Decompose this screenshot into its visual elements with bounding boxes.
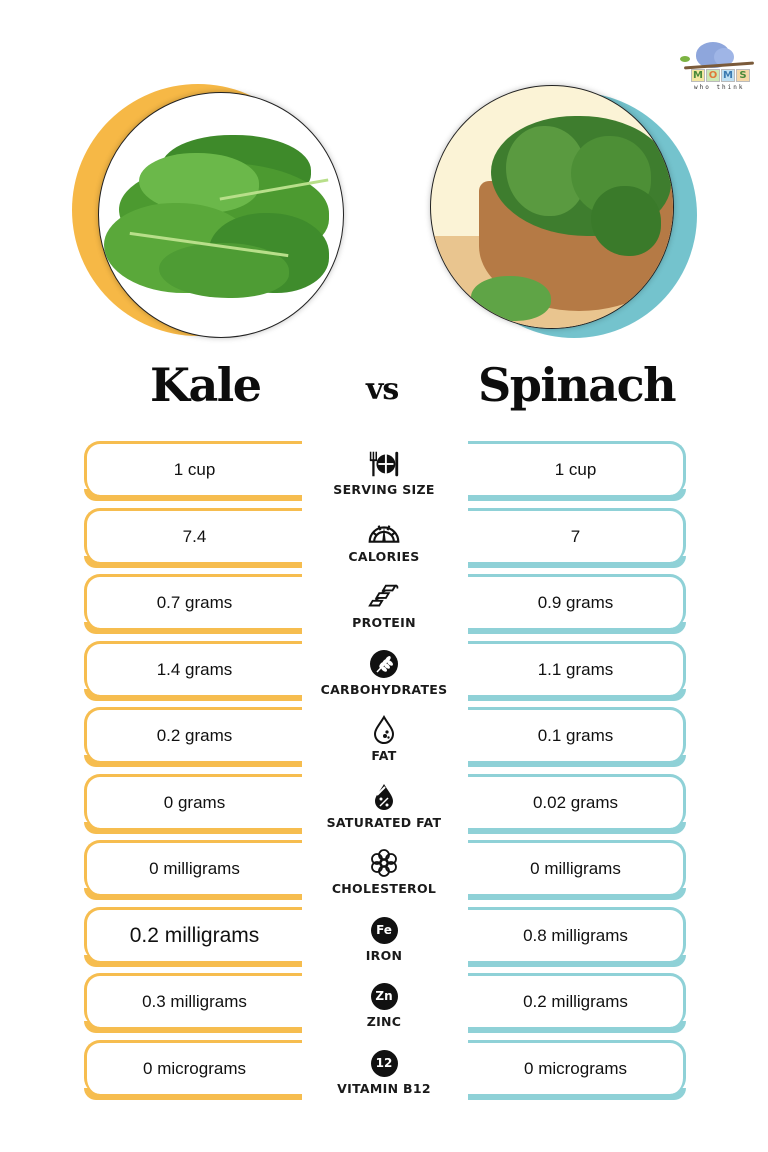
logo-letter-blocks: M O M S: [691, 69, 750, 82]
left-title: Kale: [150, 358, 262, 412]
kale-value: 7.4: [84, 508, 302, 562]
nutrient-label: CHOLESTEROL: [331, 881, 437, 896]
spinach-value: 7: [468, 508, 686, 562]
kale-value-card: 0.2 grams: [84, 707, 302, 767]
spinach-value: 0 milligrams: [468, 840, 686, 894]
kale-value: 1.4 grams: [84, 641, 302, 695]
drop-icon: [367, 714, 401, 746]
spinach-photo: [425, 84, 705, 349]
kale-value-card: 1 cup: [84, 441, 302, 501]
nutrient-label: IRON: [365, 948, 403, 963]
kale-value: 0.2 grams: [84, 707, 302, 761]
percent-drop-icon: [367, 781, 401, 813]
kale-value: 0 micrograms: [84, 1040, 302, 1094]
nutrient-label: FAT: [371, 748, 397, 763]
spinach-value-card: 0.02 grams: [468, 774, 686, 834]
kale-photo: [70, 82, 360, 342]
comparison-row-iron: 0.2 milligrams Fe IRON 0.8 milligrams: [0, 907, 768, 969]
nutrient-label: VITAMIN B12: [337, 1081, 431, 1096]
comparison-row-carbohydrates: 1.4 grams CARBOHYDRATES 1.1 grams: [0, 641, 768, 703]
logo-tagline: who think: [694, 84, 745, 91]
spinach-value: 1.1 grams: [468, 641, 686, 695]
kale-value-card: 0 milligrams: [84, 840, 302, 900]
spinach-value: 0.8 milligrams: [468, 907, 686, 961]
comparison-row-fat: 0.2 grams FAT 0.1 grams: [0, 707, 768, 769]
b12-badge-icon: 12: [367, 1047, 401, 1079]
spinach-value: 0.2 milligrams: [468, 973, 686, 1027]
comparison-row-cholesterol: 0 milligrams CHOLESTEROL 0 milligrams: [0, 840, 768, 902]
nutrient-label-group: CALORIES: [304, 508, 464, 570]
vs-label: vs: [366, 372, 399, 407]
leaf-icon: [680, 56, 690, 62]
kale-value: 0.3 milligrams: [84, 973, 302, 1027]
wheat-icon: [367, 648, 401, 680]
spinach-value-card: 0.9 grams: [468, 574, 686, 634]
nutrient-label-group: SATURATED FAT: [304, 774, 464, 836]
moms-who-think-logo: M O M S who think: [676, 42, 756, 92]
kale-value: 0 milligrams: [84, 840, 302, 894]
spinach-value-card: 0.1 grams: [468, 707, 686, 767]
kale-value-card: 0.3 milligrams: [84, 973, 302, 1033]
plate-fork-knife-icon: [367, 448, 401, 480]
nutrient-label-group: FAT: [304, 707, 464, 769]
comparison-row-vitamin-b12: 0 micrograms 12 VITAMIN B12 0 micrograms: [0, 1040, 768, 1102]
comparison-row-protein: 0.7 grams PROTEIN 0.9 grams: [0, 574, 768, 636]
kale-value: 0.7 grams: [84, 574, 302, 628]
comparison-row-saturated-fat: 0 grams SATURATED FAT 0.02 grams: [0, 774, 768, 836]
cholesterol-cluster-icon: [367, 847, 401, 879]
protein-strand-icon: [367, 581, 401, 613]
spinach-value-card: 1.1 grams: [468, 641, 686, 701]
spinach-value-card: 0 micrograms: [468, 1040, 686, 1100]
comparison-row-serving-size: 1 cup SERVING SIZE 1 cup: [0, 441, 768, 503]
logo-letter: M: [691, 69, 705, 82]
nutrient-label-group: CHOLESTEROL: [304, 840, 464, 902]
nutrient-label: CALORIES: [348, 549, 420, 564]
nutrient-label: CARBOHYDRATES: [320, 682, 448, 697]
comparison-row-zinc: 0.3 milligrams Zn ZINC 0.2 milligrams: [0, 973, 768, 1035]
kale-value-card: 0.7 grams: [84, 574, 302, 634]
logo-letter: M: [721, 69, 735, 82]
nutrient-label: ZINC: [366, 1014, 402, 1029]
comparison-row-calories: 7.4 CALORIES 7: [0, 508, 768, 570]
spinach-value-card: 7: [468, 508, 686, 568]
kale-value-card: 0.2 milligrams: [84, 907, 302, 967]
kale-value-card: 1.4 grams: [84, 641, 302, 701]
spinach-value: 0.02 grams: [468, 774, 686, 828]
right-title: Spinach: [478, 358, 677, 412]
spinach-value-card: 0.8 milligrams: [468, 907, 686, 967]
spinach-value: 0 micrograms: [468, 1040, 686, 1094]
spinach-value: 0.1 grams: [468, 707, 686, 761]
kale-value: 0.2 milligrams: [84, 907, 302, 961]
nutrient-label-group: 12 VITAMIN B12: [304, 1040, 464, 1102]
nutrient-label-group: Fe IRON: [304, 907, 464, 969]
kale-value-card: 0 micrograms: [84, 1040, 302, 1100]
baby-bird-icon: [714, 48, 734, 66]
kale-value-card: 7.4: [84, 508, 302, 568]
nutrient-label: SERVING SIZE: [333, 482, 435, 497]
nutrient-label-group: PROTEIN: [304, 574, 464, 636]
gauge-icon: [367, 515, 401, 547]
spinach-value-card: 0.2 milligrams: [468, 973, 686, 1033]
kale-value: 0 grams: [84, 774, 302, 828]
kale-leaves-image: [99, 93, 343, 337]
kale-value: 1 cup: [84, 441, 302, 495]
nutrient-label: SATURATED FAT: [326, 815, 442, 830]
kale-photo-frame: [98, 92, 344, 338]
logo-letter: O: [706, 69, 720, 82]
nutrient-label-group: CARBOHYDRATES: [304, 641, 464, 703]
zinc-badge-icon: Zn: [367, 980, 401, 1012]
kale-value-card: 0 grams: [84, 774, 302, 834]
nutrient-label-group: SERVING SIZE: [304, 441, 464, 503]
spinach-value: 1 cup: [468, 441, 686, 495]
spinach-value-card: 1 cup: [468, 441, 686, 501]
spinach-value-card: 0 milligrams: [468, 840, 686, 900]
spinach-value: 0.9 grams: [468, 574, 686, 628]
iron-badge-icon: Fe: [367, 914, 401, 946]
nutrient-label: PROTEIN: [352, 615, 416, 630]
logo-letter: S: [736, 69, 750, 82]
nutrient-label-group: Zn ZINC: [304, 973, 464, 1035]
spinach-photo-frame: [430, 85, 674, 329]
